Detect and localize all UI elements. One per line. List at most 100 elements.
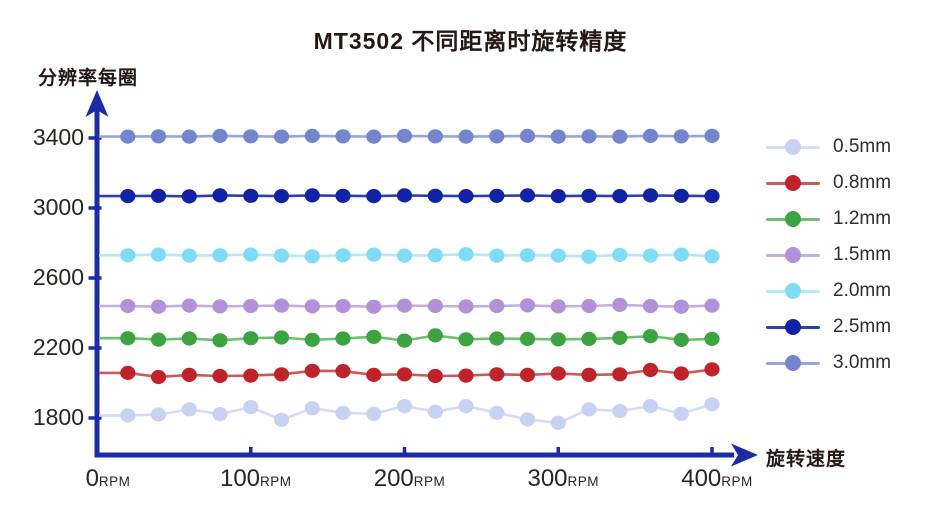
data-point-3.0mm [335, 129, 351, 144]
legend-marker-icon [766, 175, 820, 191]
data-point-2.5mm [581, 188, 597, 203]
data-point-0.5mm [396, 399, 413, 414]
legend-label: 0.5mm [833, 136, 892, 157]
data-point-1.5mm [458, 299, 474, 314]
data-point-1.2mm [150, 332, 167, 347]
data-point-3.0mm [489, 129, 505, 144]
data-point-0.5mm [550, 415, 566, 430]
data-point-1.5mm [243, 298, 259, 314]
data-point-3.0mm [519, 128, 536, 143]
legend-label: 3.0mm [833, 352, 892, 373]
data-point-2.5mm [366, 189, 382, 204]
data-point-0.5mm [673, 406, 689, 421]
data-point-2.0mm [335, 248, 351, 263]
legend-dot-icon [785, 319, 801, 335]
x-tick-value: 400 [681, 465, 722, 492]
data-point-1.5mm [642, 298, 659, 314]
legend-item-2.0mm: 2.0mm [766, 273, 891, 309]
legend-dot-icon [785, 283, 801, 299]
data-point-2.0mm [396, 248, 413, 263]
data-point-0.5mm [519, 412, 536, 427]
data-point-3.0mm [150, 129, 167, 144]
x-axis-arrow-icon [731, 443, 758, 467]
x-tick-value: 0 [85, 465, 99, 492]
data-point-2.0mm [489, 248, 505, 263]
data-point-1.2mm [519, 331, 536, 346]
data-point-1.5mm [489, 298, 505, 314]
data-point-0.5mm [458, 399, 474, 414]
legend-label: 0.8mm [833, 172, 892, 193]
data-point-0.5mm [489, 405, 505, 420]
x-tick-value: 200 [373, 465, 414, 492]
data-point-1.5mm [366, 299, 382, 314]
legend-item-1.5mm: 1.5mm [766, 237, 891, 273]
data-point-0.5mm [120, 408, 136, 423]
data-point-1.2mm [489, 331, 505, 346]
legend-marker-icon [766, 139, 820, 155]
data-point-0.8mm [427, 368, 443, 384]
legend-marker-icon [766, 247, 820, 263]
data-point-2.5mm [335, 188, 351, 203]
x-tick-label: 400RPM [681, 465, 753, 493]
data-point-0.8mm [489, 367, 505, 382]
y-axis-label: 分辨率每圈 [38, 68, 139, 89]
data-point-2.5mm [673, 188, 689, 203]
chart-title: MT3502 不同距离时旋转精度 [313, 28, 628, 54]
data-point-1.5mm [612, 297, 628, 312]
data-point-1.2mm [581, 331, 597, 346]
data-point-2.0mm [458, 247, 474, 262]
data-point-1.5mm [704, 298, 720, 313]
x-tick-label: 200RPM [374, 465, 446, 493]
data-point-1.2mm [550, 332, 566, 347]
data-point-2.5mm [120, 189, 136, 204]
data-point-1.2mm [243, 331, 259, 346]
legend-marker-icon [766, 319, 820, 335]
data-point-1.5mm [519, 298, 536, 313]
data-point-0.8mm [273, 367, 290, 382]
x-axis-label: 旋转速度 [766, 449, 847, 470]
x-tick-unit: RPM [721, 474, 753, 489]
x-tick-label: 0RPM [86, 465, 131, 493]
data-point-1.5mm [396, 298, 413, 313]
data-point-3.0mm [212, 128, 228, 143]
data-point-0.8mm [243, 368, 259, 383]
y-tick-label: 2600 [32, 263, 84, 290]
legend-dot-icon [785, 139, 801, 155]
data-point-3.0mm [120, 129, 136, 144]
data-point-0.5mm [335, 405, 351, 420]
data-point-2.0mm [612, 247, 628, 262]
x-tick-value: 300 [527, 465, 568, 492]
data-point-3.0mm [642, 128, 659, 143]
data-point-0.5mm [366, 406, 382, 421]
data-point-3.0mm [458, 129, 474, 144]
legend-item-0.5mm: 0.5mm [766, 129, 891, 165]
legend-dot-icon [785, 211, 801, 227]
data-point-0.5mm [273, 412, 290, 427]
legend-dot-icon [785, 175, 801, 191]
legend-marker-icon [766, 283, 820, 299]
data-point-1.2mm [427, 328, 443, 343]
data-point-2.5mm [704, 189, 720, 204]
legend-marker-icon [766, 355, 820, 371]
data-point-0.5mm [150, 407, 167, 422]
data-point-3.0mm [181, 129, 197, 144]
data-point-2.0mm [181, 248, 197, 263]
data-point-1.2mm [212, 333, 228, 348]
data-point-2.0mm [519, 248, 536, 263]
data-point-1.5mm [335, 298, 351, 314]
x-tick-unit: RPM [567, 474, 600, 489]
data-point-2.0mm [243, 247, 259, 262]
data-point-1.5mm [181, 298, 197, 313]
data-point-2.5mm [489, 188, 505, 203]
y-tick-label: 2200 [32, 333, 84, 360]
data-point-3.0mm [273, 129, 290, 144]
data-point-2.0mm [581, 249, 597, 264]
data-point-0.5mm [581, 402, 597, 417]
data-point-0.5mm [212, 407, 228, 422]
data-point-3.0mm [396, 128, 413, 143]
x-tick-unit: RPM [413, 474, 446, 489]
data-point-0.8mm [581, 367, 597, 382]
data-point-0.8mm [181, 367, 197, 382]
